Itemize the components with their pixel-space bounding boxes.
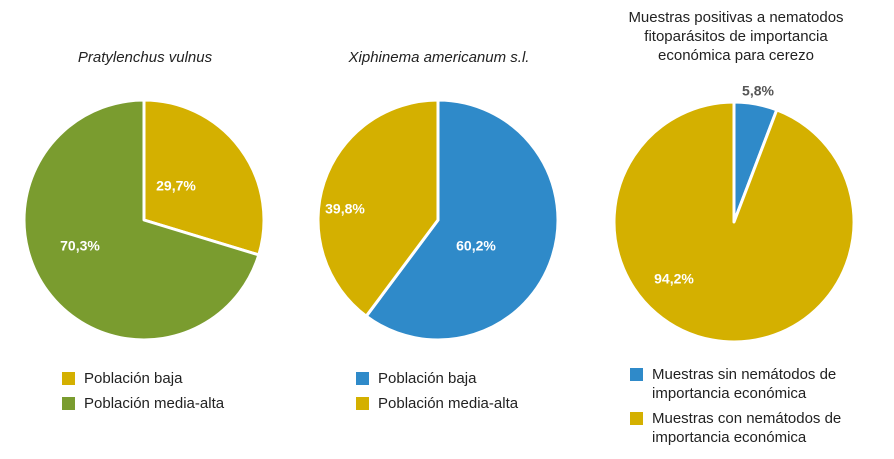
legend-item: Población media-alta xyxy=(62,394,224,413)
legend-label: Población baja xyxy=(84,370,183,387)
slice-data-label: 29,7% xyxy=(156,178,196,194)
legend-label: Población media-alta xyxy=(378,395,519,412)
legend-item: Población media-alta xyxy=(356,394,518,413)
slice-data-label: 70,3% xyxy=(60,238,100,254)
legend-label: Población media-alta xyxy=(84,395,225,412)
pie-chart-panel-3: Muestras positivas a nematodos fitoparás… xyxy=(588,0,894,459)
pie-chart-panel-1: Pratylenchus vulnus 29,7% 70,3% Población… xyxy=(0,0,290,459)
legend-item: Muestras sin nemátodos de importancia ec… xyxy=(630,365,860,403)
legend: Población baja Población media-alta xyxy=(62,369,224,419)
chart-title: Xiphinema americanum s.l. xyxy=(348,49,530,66)
legend-item: Población baja xyxy=(356,369,518,388)
pie-slice xyxy=(316,98,440,318)
legend-swatch xyxy=(630,412,643,425)
pie-slice xyxy=(364,98,560,342)
legend-swatch xyxy=(356,372,369,385)
legend-label: Muestras sin nemátodos de importancia ec… xyxy=(652,366,837,402)
legend: Población baja Población media-alta xyxy=(356,369,518,419)
legend-label: Población baja xyxy=(378,370,477,387)
legend-swatch xyxy=(356,397,369,410)
chart-title: Muestras positivas a nematodos fitoparás… xyxy=(628,9,844,64)
pie-chart: 60,2% 39,8% xyxy=(316,98,560,342)
pie-chart: 5,8% 94,2% xyxy=(612,83,856,344)
slice-data-label: 5,8% xyxy=(742,83,774,99)
pie-slice xyxy=(612,100,856,344)
pie-slice xyxy=(22,98,261,342)
legend-swatch xyxy=(62,397,75,410)
pie-chart-panel-2: Xiphinema americanum s.l. 60,2% 39,8% Pob… xyxy=(290,0,588,459)
slice-data-label: 94,2% xyxy=(654,271,694,287)
legend-swatch xyxy=(630,368,643,381)
slice-data-label: 39,8% xyxy=(325,201,365,217)
legend-item: Población baja xyxy=(62,369,224,388)
legend: Muestras sin nemátodos de importancia ec… xyxy=(630,365,860,453)
pie-chart: 29,7% 70,3% xyxy=(22,98,266,342)
legend-swatch xyxy=(62,372,75,385)
legend-label: Muestras con nemátodos de importancia ec… xyxy=(652,410,842,446)
pie-slice xyxy=(142,98,266,257)
legend-item: Muestras con nemátodos de importancia ec… xyxy=(630,409,860,447)
slice-data-label: 60,2% xyxy=(456,238,496,254)
chart-title: Pratylenchus vulnus xyxy=(77,49,213,66)
